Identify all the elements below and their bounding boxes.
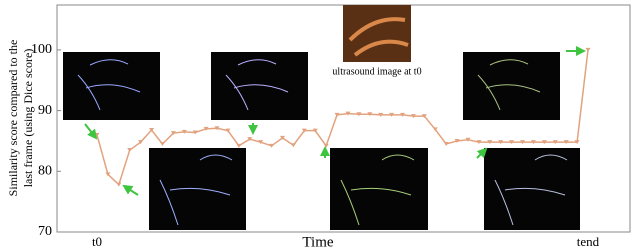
point-marker — [334, 112, 340, 117]
point-marker — [356, 112, 362, 117]
point-marker — [520, 140, 526, 145]
x-tick-label: t0 — [92, 234, 102, 249]
point-marker — [236, 143, 242, 148]
point-marker — [585, 47, 591, 52]
point-marker — [127, 148, 133, 153]
point-marker — [290, 143, 296, 148]
point-marker — [454, 138, 460, 143]
point-marker — [149, 128, 155, 133]
point-marker — [367, 112, 373, 117]
point-marker — [410, 114, 416, 119]
y-tick-label: 100 — [31, 42, 52, 57]
point-marker — [225, 128, 231, 133]
point-marker — [530, 140, 536, 145]
point-marker — [345, 111, 351, 116]
x-axis-label: Time — [302, 234, 333, 250]
point-marker — [574, 140, 580, 145]
point-marker — [487, 140, 493, 145]
point-marker — [181, 129, 187, 134]
point-marker — [279, 135, 285, 140]
point-marker — [443, 141, 449, 146]
point-marker — [421, 114, 427, 119]
point-marker — [269, 143, 275, 148]
point-marker — [498, 140, 504, 145]
point-marker — [258, 140, 264, 145]
y-tick-label: 90 — [38, 103, 52, 118]
point-marker — [301, 128, 307, 133]
point-marker — [159, 141, 165, 146]
point-marker — [476, 140, 482, 145]
point-marker — [192, 130, 198, 135]
y-tick-label: 70 — [38, 224, 52, 239]
point-marker — [509, 140, 515, 145]
point-marker — [465, 137, 471, 142]
y-tick-label: 80 — [38, 164, 52, 179]
point-marker — [541, 140, 547, 145]
point-marker — [170, 131, 176, 136]
point-marker — [312, 128, 318, 133]
point-marker — [400, 112, 406, 117]
y-axis-label: Similarity score compared to the — [6, 40, 20, 197]
point-marker — [247, 137, 253, 142]
frame-images — [63, 5, 580, 230]
point-marker — [563, 140, 569, 145]
point-marker — [214, 126, 220, 131]
point-marker — [105, 172, 111, 177]
point-marker — [378, 112, 384, 117]
point-marker — [203, 126, 209, 131]
series-line — [96, 49, 589, 187]
arrows — [84, 46, 586, 196]
x-tick-label: tend — [577, 234, 600, 249]
point-marker — [389, 112, 395, 117]
point-marker — [323, 143, 329, 148]
point-marker — [138, 140, 144, 145]
point-marker — [432, 127, 438, 132]
point-marker — [116, 182, 122, 187]
y-axis-label: last frame (using Dice score) — [21, 49, 35, 188]
annotation: ultrasound image at t0 — [332, 66, 421, 77]
point-marker — [552, 140, 558, 145]
